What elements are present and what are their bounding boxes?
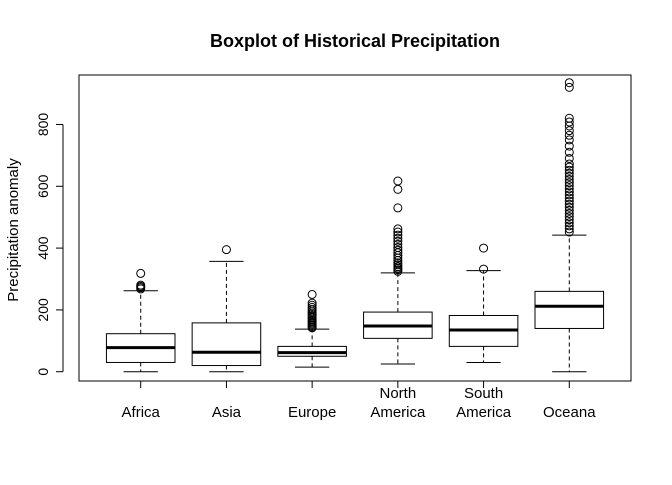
x-tick-label: Europe xyxy=(288,404,336,421)
box-group xyxy=(191,245,262,373)
outlier-point xyxy=(564,171,574,181)
y-tick-label: 800 xyxy=(35,113,51,137)
outlier-point xyxy=(564,78,574,88)
box-group xyxy=(105,268,176,373)
outlier-point xyxy=(564,181,574,191)
outlier-point xyxy=(564,227,574,237)
outlier-point xyxy=(307,302,317,312)
outlier-point xyxy=(564,221,574,231)
x-tick-label: Asia xyxy=(212,404,242,421)
outlier-point xyxy=(564,184,574,194)
x-tick-label: Oceana xyxy=(543,404,596,421)
x-tick-label: Africa xyxy=(122,404,161,421)
outlier-point xyxy=(393,224,403,234)
outlier-point xyxy=(564,212,574,222)
outlier-point xyxy=(393,236,403,246)
box-group xyxy=(448,243,519,363)
y-tick-label: 200 xyxy=(35,298,51,322)
outlier-point xyxy=(564,113,574,123)
outlier-point xyxy=(564,196,574,206)
x-tick-label: North xyxy=(380,385,417,402)
outlier-point xyxy=(564,174,574,184)
outlier-point xyxy=(564,202,574,212)
outlier-point xyxy=(393,203,403,213)
outlier-point xyxy=(564,193,574,203)
outlier-point xyxy=(564,147,574,157)
outlier-point xyxy=(564,218,574,228)
outlier-point xyxy=(393,176,403,186)
outlier-point xyxy=(393,233,403,243)
outlier-point xyxy=(564,82,574,92)
outlier-point xyxy=(564,215,574,225)
outlier-point xyxy=(564,165,574,175)
outlier-point xyxy=(564,187,574,197)
y-axis-label: Precipitation anomaly xyxy=(5,158,22,302)
x-tick-label: America xyxy=(370,404,426,421)
y-tick-label: 600 xyxy=(35,174,51,198)
outlier-point xyxy=(393,184,403,194)
outlier-point xyxy=(393,239,403,249)
outlier-point xyxy=(564,208,574,218)
outlier-point xyxy=(564,205,574,215)
outlier-point xyxy=(307,289,317,299)
outlier-point xyxy=(136,268,146,278)
outlier-point xyxy=(307,298,317,308)
y-tick-label: 0 xyxy=(35,368,51,376)
outlier-point xyxy=(564,224,574,234)
box-group xyxy=(277,289,347,368)
outlier-point xyxy=(564,199,574,209)
outlier-point xyxy=(564,162,574,172)
box-group xyxy=(534,78,605,373)
outlier-point xyxy=(564,126,574,136)
outlier-point xyxy=(393,245,403,255)
outlier-point xyxy=(393,242,403,252)
outlier-point xyxy=(564,141,574,151)
x-axis: Africa Asia Europe North America South America… xyxy=(122,380,596,421)
outlier-point xyxy=(393,230,403,240)
outlier-point xyxy=(564,153,574,163)
outlier-point xyxy=(479,264,489,274)
outlier-point xyxy=(564,178,574,188)
outlier-point xyxy=(307,300,317,310)
outlier-point xyxy=(479,243,489,253)
box-iqr xyxy=(191,322,262,367)
x-tick-label: South xyxy=(464,385,503,402)
outlier-point xyxy=(564,117,574,127)
outlier-point xyxy=(564,130,574,140)
chart-title: Boxplot of Historical Precipitation xyxy=(210,31,500,51)
outlier-point xyxy=(393,258,403,268)
outlier-point xyxy=(221,245,231,255)
y-tick-label: 400 xyxy=(35,236,51,260)
box-iqr xyxy=(534,290,605,329)
y-axis: 0 200 400 600 800 xyxy=(35,113,64,376)
outlier-point xyxy=(564,190,574,200)
outlier-point xyxy=(564,135,574,145)
box-series xyxy=(105,78,605,373)
outlier-point xyxy=(393,227,403,237)
box-group xyxy=(363,176,433,365)
x-tick-label: America xyxy=(456,404,512,421)
outlier-point xyxy=(564,159,574,169)
outlier-point xyxy=(136,280,146,290)
outlier-point xyxy=(564,168,574,178)
